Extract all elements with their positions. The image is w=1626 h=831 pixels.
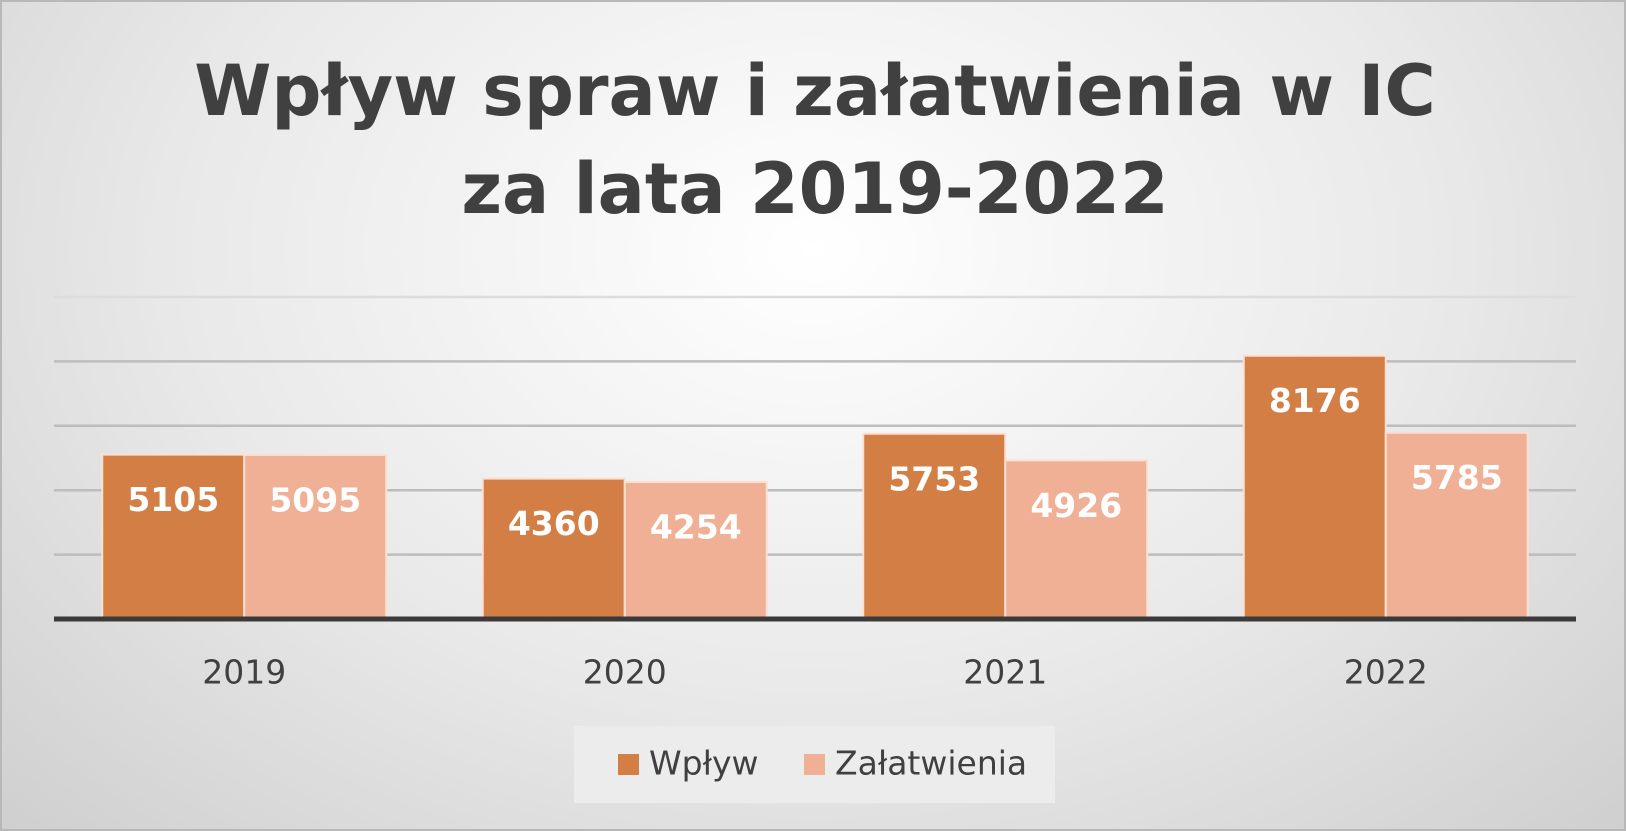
legend-swatch (618, 754, 639, 775)
data-label: 5095 (269, 480, 361, 519)
data-label: 8176 (1269, 381, 1361, 420)
data-label: 5785 (1411, 458, 1503, 497)
bar (243, 453, 388, 621)
bar (1242, 354, 1387, 620)
bar (862, 432, 1007, 620)
bar (1004, 459, 1149, 621)
x-tick-label: 2021 (963, 653, 1047, 692)
legend-swatch (804, 754, 825, 775)
data-label: 5105 (127, 480, 219, 519)
data-label: 4926 (1030, 486, 1122, 525)
bar (481, 477, 626, 620)
x-tick-label: 2022 (1344, 653, 1428, 692)
bar (1384, 431, 1529, 620)
bar (623, 481, 768, 621)
x-tick-label: 2020 (583, 653, 667, 692)
data-label: 4360 (508, 504, 600, 543)
legend-label: Wpływ (649, 744, 758, 783)
bar (101, 453, 246, 620)
x-tick-label: 2019 (202, 653, 286, 692)
data-label: 4254 (650, 508, 742, 547)
data-label: 5753 (888, 459, 980, 498)
chart-title: Wpływ spraw i załatwienia w IC za lata 2… (194, 50, 1436, 230)
legend-label: Załatwienia (835, 744, 1027, 783)
legend: Wpływ Załatwienia (574, 726, 1055, 803)
